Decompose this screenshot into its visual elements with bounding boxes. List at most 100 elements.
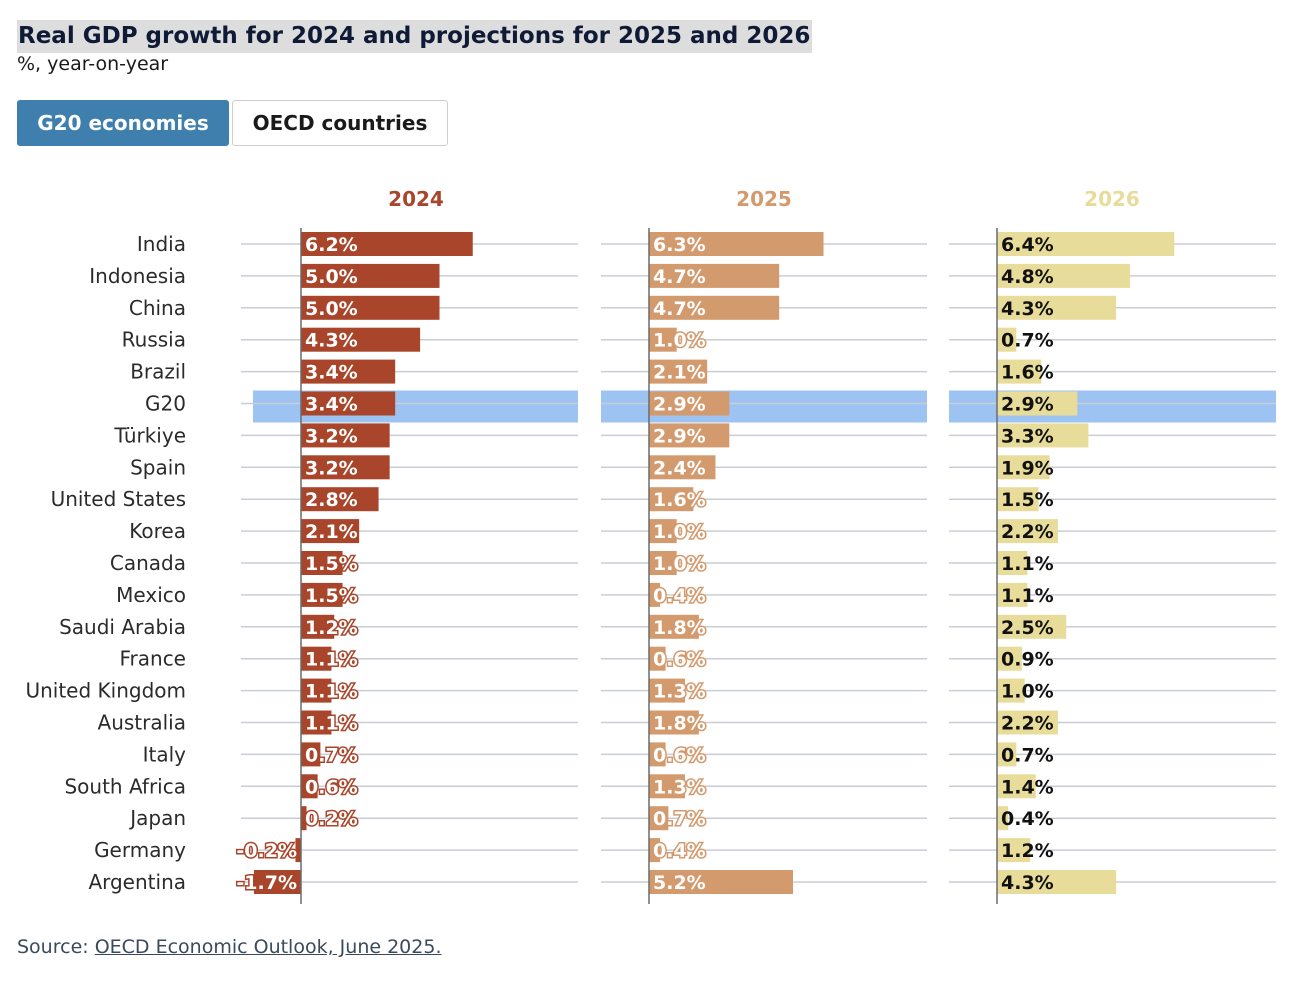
bar-2024-argentina bbox=[253, 870, 301, 894]
bar-2026-china bbox=[997, 295, 1117, 320]
category-label-canada: Canada bbox=[110, 551, 186, 575]
data-label-2024-canada: 1.5% bbox=[305, 553, 358, 575]
bar-2024-russia bbox=[301, 327, 421, 352]
data-label-2026-germany: 1.2% bbox=[1001, 840, 1054, 862]
bar-2024-indonesia bbox=[301, 263, 440, 288]
tab-oecd-countries[interactable]: OECD countries bbox=[232, 100, 448, 146]
bar-2024-turkiye bbox=[301, 423, 390, 448]
category-label-france: France bbox=[119, 647, 186, 671]
category-label-g20: G20 bbox=[145, 392, 186, 416]
bar-2025-mexico bbox=[649, 582, 661, 607]
bar-2024-g20 bbox=[301, 391, 396, 416]
data-label-2025-indonesia: 4.7% bbox=[653, 266, 706, 288]
category-label-brazil: Brazil bbox=[130, 360, 186, 384]
data-label-2024-australia: 1.1% bbox=[305, 713, 358, 735]
bar-2024-united-kingdom bbox=[301, 678, 332, 703]
bar-2024-italy bbox=[301, 742, 321, 767]
category-label-germany: Germany bbox=[94, 838, 186, 862]
category-label-russia: Russia bbox=[122, 328, 186, 352]
gdp-growth-chart: India Indonesia China Russia Brazil G20 Türkiy… bbox=[25, 187, 1276, 904]
data-label-2026-india: 6.4% bbox=[1001, 234, 1054, 256]
source-note: Source: OECD Economic Outlook, June 2025… bbox=[17, 936, 441, 958]
bar-2025-france bbox=[649, 646, 666, 671]
category-label-united-kingdom: United Kingdom bbox=[25, 679, 186, 703]
data-label-2024-south-africa: 0.6% bbox=[305, 776, 358, 798]
bar-2026-south-africa bbox=[997, 774, 1036, 799]
bar-2025-germany bbox=[649, 838, 661, 863]
data-label-2025-brazil: 2.1% bbox=[653, 362, 706, 384]
data-label-2026-france: 0.9% bbox=[1001, 649, 1054, 671]
data-label-2024-united-kingdom: 1.1% bbox=[305, 681, 358, 703]
bar-2024-germany bbox=[295, 838, 301, 863]
data-label-2024-g20: 3.4% bbox=[305, 394, 358, 416]
bar-2025-brazil bbox=[649, 359, 708, 384]
bar-2026-france bbox=[997, 646, 1022, 671]
data-label-2025-g20: 2.9% bbox=[653, 394, 706, 416]
bar-2026-india bbox=[997, 232, 1175, 256]
data-label-2024-turkiye: 3.2% bbox=[305, 425, 358, 447]
bar-2024-united-states bbox=[301, 487, 379, 512]
bar-2025-china bbox=[649, 295, 780, 320]
bar-2026-canada bbox=[997, 551, 1028, 575]
data-label-2026-united-states: 1.5% bbox=[1001, 489, 1054, 511]
category-label-india: India bbox=[137, 232, 186, 256]
bar-2026-australia bbox=[997, 710, 1058, 735]
bar-2026-italy bbox=[997, 742, 1017, 767]
bar-2026-russia bbox=[997, 327, 1017, 352]
series-title-2025: 2025 bbox=[736, 187, 792, 211]
chart-title: Real GDP growth for 2024 and projections… bbox=[17, 20, 813, 53]
category-label-mexico: Mexico bbox=[116, 583, 186, 607]
bar-2025-russia bbox=[649, 327, 677, 352]
bar-2026-indonesia bbox=[997, 263, 1130, 288]
bar-2026-mexico bbox=[997, 582, 1028, 607]
category-label-japan: Japan bbox=[128, 806, 186, 830]
series-title-2024: 2024 bbox=[388, 187, 444, 211]
bar-2026-germany bbox=[997, 838, 1031, 863]
bar-2026-japan bbox=[997, 806, 1009, 831]
bar-2026-korea bbox=[997, 519, 1058, 544]
bar-2024-france bbox=[301, 646, 332, 671]
bar-2025-korea bbox=[649, 519, 677, 544]
category-label-korea: Korea bbox=[129, 519, 186, 543]
data-label-2024-spain: 3.2% bbox=[305, 457, 358, 479]
data-label-2024-argentina: -1.7% bbox=[236, 872, 297, 894]
category-label-argentina: Argentina bbox=[88, 870, 186, 894]
data-label-2026-argentina: 4.3% bbox=[1001, 872, 1054, 894]
bar-2025-spain bbox=[649, 455, 716, 480]
category-label-italy: Italy bbox=[143, 742, 187, 766]
bar-2025-japan bbox=[649, 806, 669, 831]
data-label-2024-indonesia: 5.0% bbox=[305, 266, 358, 288]
bar-2024-japan bbox=[301, 806, 307, 831]
bar-2025-india bbox=[649, 232, 824, 256]
source-link[interactable]: OECD Economic Outlook, June 2025. bbox=[94, 936, 442, 958]
data-label-2025-saudi-arabia: 1.8% bbox=[653, 617, 706, 639]
data-label-2026-united-kingdom: 1.0% bbox=[1001, 681, 1054, 703]
data-label-2025-germany: 0.4% bbox=[653, 840, 706, 862]
data-label-2025-mexico: 0.4% bbox=[653, 585, 706, 607]
bar-2026-turkiye bbox=[997, 423, 1089, 448]
tab-g20-economies[interactable]: G20 economies bbox=[17, 100, 229, 146]
data-label-2026-canada: 1.1% bbox=[1001, 553, 1054, 575]
data-label-2026-g20: 2.9% bbox=[1001, 394, 1054, 416]
bar-2025-indonesia bbox=[649, 263, 780, 288]
bar-2024-australia bbox=[301, 710, 332, 735]
data-label-2026-italy: 0.7% bbox=[1001, 744, 1054, 766]
category-label-saudi-arabia: Saudi Arabia bbox=[59, 615, 186, 639]
data-label-2025-italy: 0.6% bbox=[653, 744, 706, 766]
data-label-2024-france: 1.1% bbox=[305, 649, 358, 671]
bar-2026-g20 bbox=[997, 391, 1078, 416]
bar-2024-brazil bbox=[301, 359, 396, 384]
data-label-2025-turkiye: 2.9% bbox=[653, 425, 706, 447]
bar-2024-canada bbox=[301, 551, 343, 575]
bar-2024-korea bbox=[301, 519, 360, 544]
data-label-2024-italy: 0.7% bbox=[305, 744, 358, 766]
category-label-spain: Spain bbox=[130, 455, 186, 479]
category-label-south-africa: South Africa bbox=[64, 774, 186, 798]
data-label-2025-korea: 1.0% bbox=[653, 521, 706, 543]
category-label-turkiye: Türkiye bbox=[113, 423, 186, 447]
bar-2024-india bbox=[301, 232, 473, 256]
bar-2025-south-africa bbox=[649, 774, 686, 799]
data-label-2026-indonesia: 4.8% bbox=[1001, 266, 1054, 288]
bar-2024-south-africa bbox=[301, 774, 318, 799]
data-label-2025-france: 0.6% bbox=[653, 649, 706, 671]
